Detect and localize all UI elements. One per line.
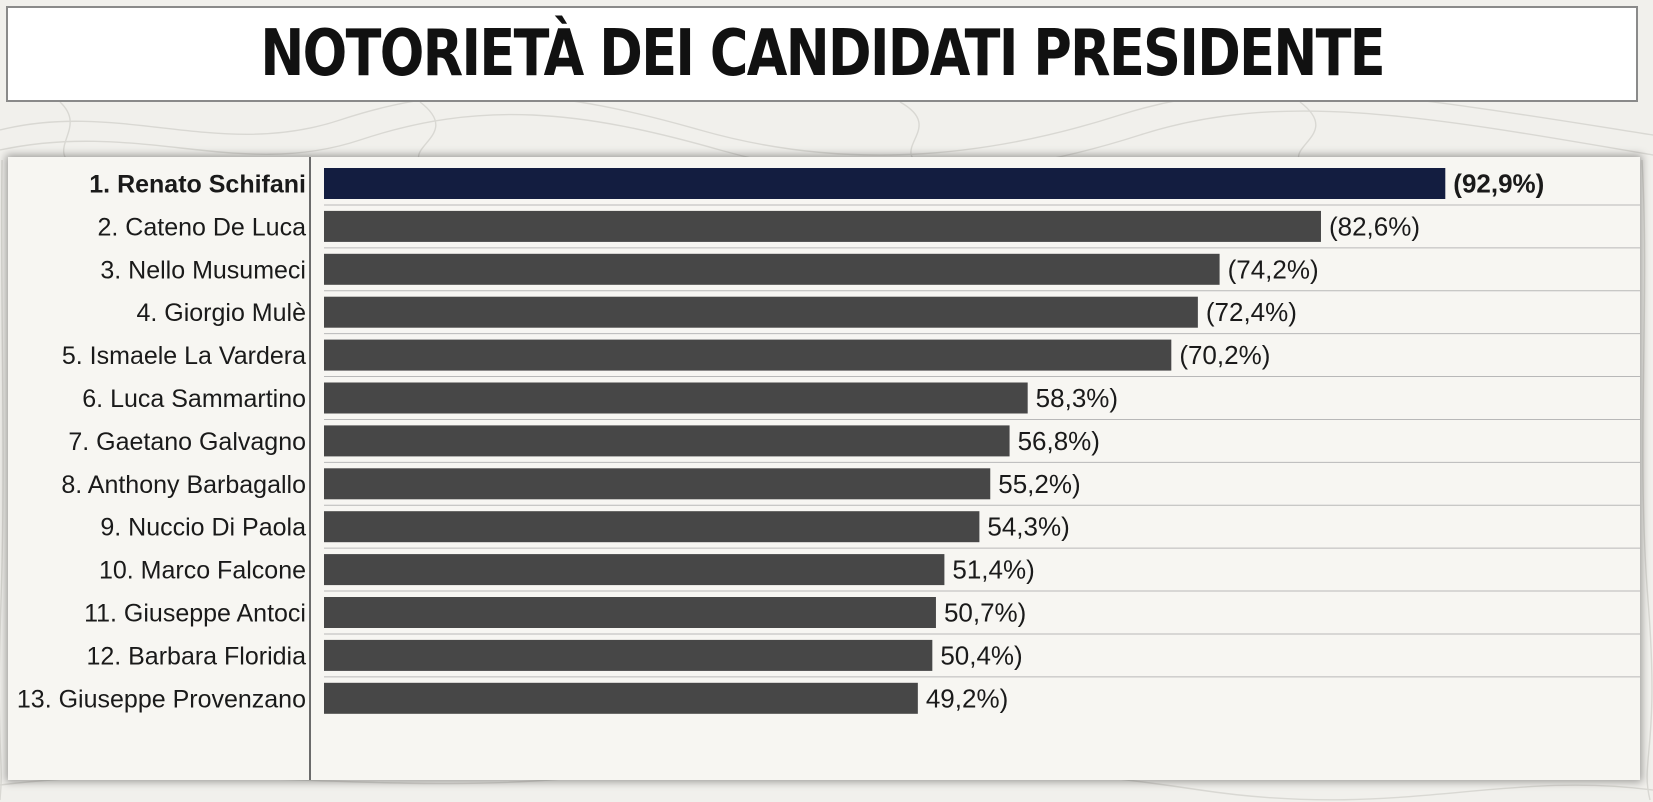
value-label: 50,4%) <box>940 640 1022 670</box>
category-label: 9. Nuccio Di Paola <box>100 514 306 542</box>
value-label: 54,3%) <box>987 512 1069 542</box>
category-label: 13. Giuseppe Provenzano <box>17 685 306 713</box>
category-label: 3. Nello Musumeci <box>100 256 306 284</box>
value-label: (82,6%) <box>1329 211 1420 241</box>
category-label: 4. Giorgio Mulè <box>136 299 306 327</box>
bar-12 <box>324 639 933 671</box>
bar-7 <box>324 425 1010 457</box>
bar-9 <box>324 511 980 543</box>
value-label: 49,2%) <box>926 683 1008 713</box>
bar-11 <box>324 597 936 628</box>
bar-8 <box>324 468 991 500</box>
value-label: 55,2%) <box>998 469 1080 499</box>
category-label: 5. Ismaele La Vardera <box>62 342 306 370</box>
bar-4 <box>324 296 1198 328</box>
bar-5 <box>324 339 1172 371</box>
category-label: 8. Anthony Barbagallo <box>61 471 306 499</box>
bar-13 <box>324 682 918 714</box>
bar-6 <box>324 382 1028 414</box>
value-label: 56,8%) <box>1018 426 1100 456</box>
value-label: 58,3%) <box>1036 383 1118 413</box>
bar-3 <box>324 253 1220 285</box>
value-label: 51,4%) <box>952 555 1034 585</box>
category-label: 11. Giuseppe Antoci <box>84 600 306 628</box>
category-label: 10. Marco Falcone <box>99 557 306 585</box>
category-label: 7. Gaetano Galvagno <box>68 428 306 456</box>
value-label: (92,9%) <box>1453 169 1544 199</box>
bar-2 <box>324 210 1321 242</box>
bar-10 <box>324 554 945 586</box>
category-label: 1. Renato Schifani <box>89 171 306 199</box>
bar-1 <box>324 168 1446 199</box>
chart-title: NOTORIETÀ DEI CANDIDATI PRESIDENTE <box>260 17 1385 91</box>
category-label: 12. Barbara Floridia <box>86 642 306 670</box>
bar-chart: 1. Renato Schifani (92,9%) 2. Cateno De Lu… <box>17 157 1640 780</box>
title-banner: NOTORIETÀ DEI CANDIDATI PRESIDENTE <box>6 6 1638 102</box>
value-label: 50,7%) <box>944 598 1026 628</box>
value-label: (72,4%) <box>1206 297 1297 327</box>
category-label: 2. Cateno De Luca <box>98 213 307 241</box>
category-label: 6. Luca Sammartino <box>82 385 306 413</box>
chart-panel: 1. Renato Schifani (92,9%) 2. Cateno De Lu… <box>8 157 1640 780</box>
value-label: (74,2%) <box>1228 254 1319 284</box>
value-label: (70,2%) <box>1179 340 1270 370</box>
